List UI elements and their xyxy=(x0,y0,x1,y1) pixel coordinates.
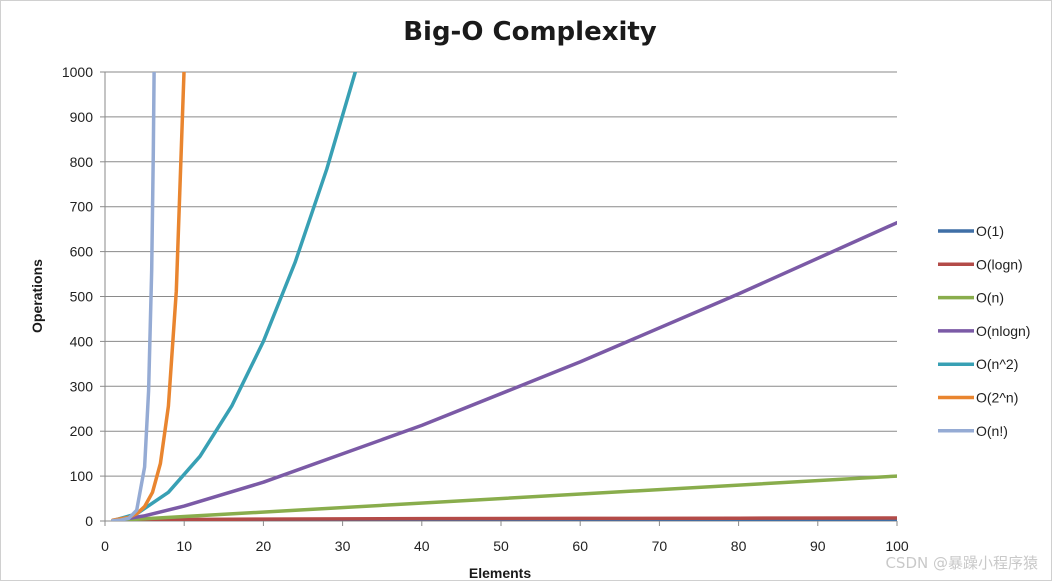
y-tick-label: 100 xyxy=(70,468,94,484)
x-tick-label: 0 xyxy=(101,538,109,554)
y-tick-label: 700 xyxy=(70,199,94,215)
legend-label: O(n^2) xyxy=(976,356,1018,372)
x-tick-label: 40 xyxy=(414,538,430,554)
legend-label: O(1) xyxy=(976,223,1004,239)
series-line-ologn xyxy=(111,516,897,521)
y-tick-label: 1000 xyxy=(62,64,93,80)
series-line-on xyxy=(111,72,156,521)
y-tick-label: 400 xyxy=(70,333,94,349)
y-tick-label: 800 xyxy=(70,154,94,170)
chart-title: Big-O Complexity xyxy=(403,17,657,47)
watermark-text: CSDN @暴躁小程序猿 xyxy=(885,554,1038,572)
y-tick-label: 300 xyxy=(70,378,94,394)
legend-label: O(n!) xyxy=(976,423,1008,439)
legend-label: O(nlogn) xyxy=(976,323,1030,339)
x-tick-label: 60 xyxy=(572,538,588,554)
x-axis-label: Elements xyxy=(469,565,531,581)
series-line-on2 xyxy=(111,72,358,521)
x-tick-label: 100 xyxy=(885,538,909,554)
x-tick-label: 70 xyxy=(652,538,668,554)
series-line-on xyxy=(111,474,897,521)
x-tick-label: 30 xyxy=(335,538,351,554)
y-tick-label: 500 xyxy=(70,289,94,305)
x-tick-label: 10 xyxy=(176,538,192,554)
x-tick-label: 90 xyxy=(810,538,826,554)
x-tick-label: 20 xyxy=(256,538,272,554)
y-tick-label: 900 xyxy=(70,109,94,125)
x-tick-label: 50 xyxy=(493,538,509,554)
legend-label: O(2^n) xyxy=(976,390,1018,406)
legend-label: O(n) xyxy=(976,290,1004,306)
y-tick-label: 0 xyxy=(85,513,93,529)
series-line-onlogn xyxy=(111,220,897,521)
x-tick-label: 80 xyxy=(731,538,747,554)
y-tick-label: 600 xyxy=(70,244,94,260)
y-tick-label: 200 xyxy=(70,423,94,439)
y-axis-label: Operations xyxy=(29,259,45,333)
legend-label: O(logn) xyxy=(976,256,1023,272)
